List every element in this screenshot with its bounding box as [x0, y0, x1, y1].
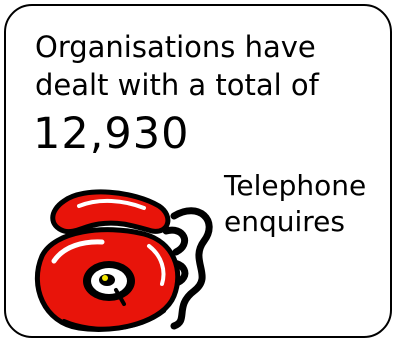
enquiry-type-label: Telephone enquires — [224, 169, 367, 238]
intro-text: Organisations have dealt with a total of — [35, 30, 319, 102]
rotary-dial — [83, 261, 135, 306]
phone-handset — [50, 189, 171, 235]
telephone-icon — [34, 189, 213, 332]
enquiry-count: 12,930 — [33, 109, 190, 159]
